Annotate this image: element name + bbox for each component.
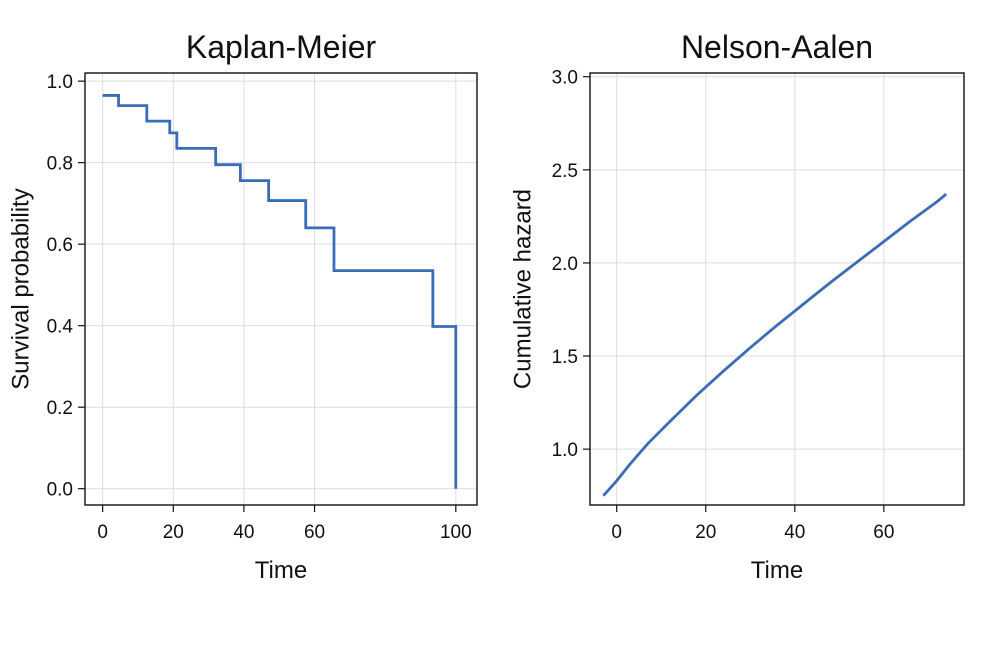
kaplan-meier-x-tick-label: 20	[163, 522, 184, 543]
kaplan-meier-y-tick-label: 0.0	[47, 480, 73, 501]
nelson-aalen-plot-frame	[589, 72, 965, 506]
nelson-aalen-series-line	[602, 192, 948, 497]
nelson-aalen-y-tick-label: 2.5	[552, 161, 578, 182]
kaplan-meier-series-line	[102, 94, 458, 489]
kaplan-meier-x-tick-label: 40	[233, 522, 254, 543]
nelson-aalen-x-tick-label: 20	[695, 522, 716, 543]
nelson-aalen-x-tick-label: 60	[873, 522, 894, 543]
nelson-aalen-x-axis-label: Time	[751, 557, 803, 584]
kaplan-meier-panel: 0 20 40 60 100 0.0 0.2 0.4 0.6 0.8 1.0 Kaplan-Meier…	[7, 29, 478, 584]
nelson-aalen-y-axis-label: Cumulative hazard	[509, 189, 536, 389]
kaplan-meier-y-axis-label: Survival probability	[7, 188, 34, 389]
kaplan-meier-plot-frame	[84, 72, 478, 506]
kaplan-meier-y-tick-label: 0.6	[47, 235, 73, 256]
nelson-aalen-panel: 0 20 40 60 1.0 1.5 2.0 2.5 3.0 Nelson-Aalen Time Cu…	[509, 29, 965, 584]
kaplan-meier-x-tick-label: 60	[304, 522, 325, 543]
kaplan-meier-x-tick-label: 100	[440, 522, 472, 543]
kaplan-meier-y-tick-label: 0.8	[47, 154, 73, 175]
kaplan-meier-y-tick-label: 0.4	[47, 317, 74, 338]
nelson-aalen-x-tick-label: 0	[611, 522, 622, 543]
kaplan-meier-title: Kaplan-Meier	[186, 29, 377, 65]
kaplan-meier-x-axis-label: Time	[255, 557, 307, 584]
nelson-aalen-title: Nelson-Aalen	[681, 29, 873, 65]
nelson-aalen-y-tick-label: 1.0	[552, 440, 578, 461]
kaplan-meier-x-tick-label: 0	[97, 522, 108, 543]
nelson-aalen-x-tick-label: 40	[784, 522, 805, 543]
nelson-aalen-y-tick-label: 1.5	[552, 347, 578, 368]
nelson-aalen-y-tick-label: 3.0	[552, 68, 578, 89]
kaplan-meier-y-tick-label: 0.2	[47, 398, 73, 419]
nelson-aalen-y-tick-label: 2.0	[552, 254, 578, 275]
kaplan-meier-y-tick-label: 1.0	[47, 72, 73, 93]
